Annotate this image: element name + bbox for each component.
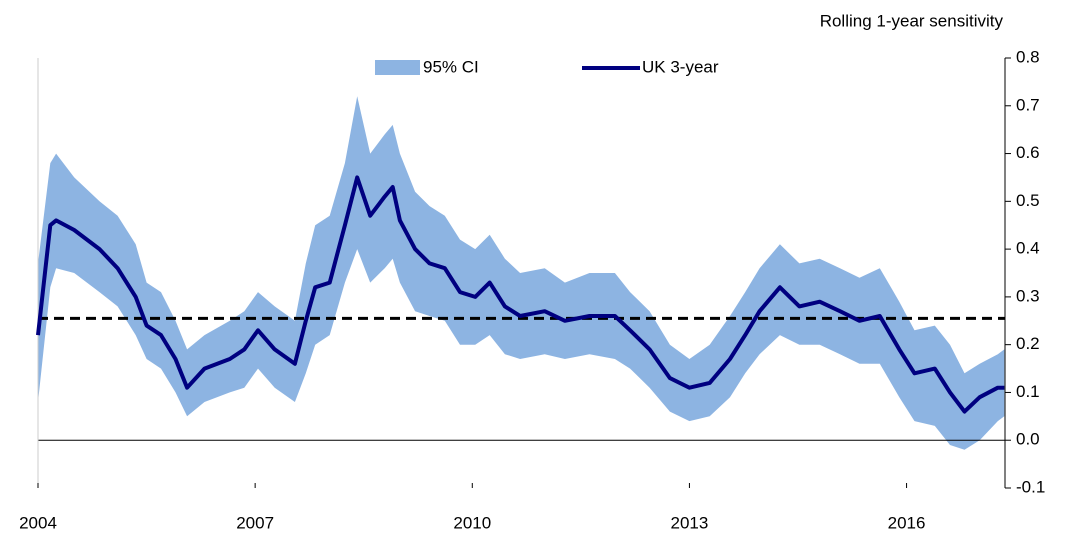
y-tick-label: -0.1 [1016, 477, 1045, 496]
x-tick-label: 2004 [19, 513, 57, 532]
y-tick-label: 0.2 [1016, 334, 1040, 353]
y-tick-label: 0.0 [1016, 430, 1040, 449]
y-tick-label: 0.3 [1016, 286, 1040, 305]
x-tick-label: 2007 [236, 513, 274, 532]
legend-label: UK 3-year [642, 57, 719, 76]
confidence-band [38, 96, 1005, 450]
x-tick-label: 2013 [671, 513, 709, 532]
y-tick-label: 0.5 [1016, 191, 1040, 210]
y-tick-label: 0.7 [1016, 95, 1040, 114]
y-tick-label: 0.4 [1016, 239, 1040, 258]
legend-swatch [375, 60, 420, 75]
legend-label: 95% CI [423, 57, 479, 76]
x-tick-label: 2016 [888, 513, 926, 532]
y-tick-label: 0.1 [1016, 382, 1040, 401]
y-axis-title: Rolling 1-year sensitivity [820, 11, 1004, 30]
y-tick-label: 0.8 [1016, 47, 1040, 66]
y-tick-label: 0.6 [1016, 143, 1040, 162]
x-tick-label: 2010 [453, 513, 491, 532]
line [36, 175, 1005, 414]
